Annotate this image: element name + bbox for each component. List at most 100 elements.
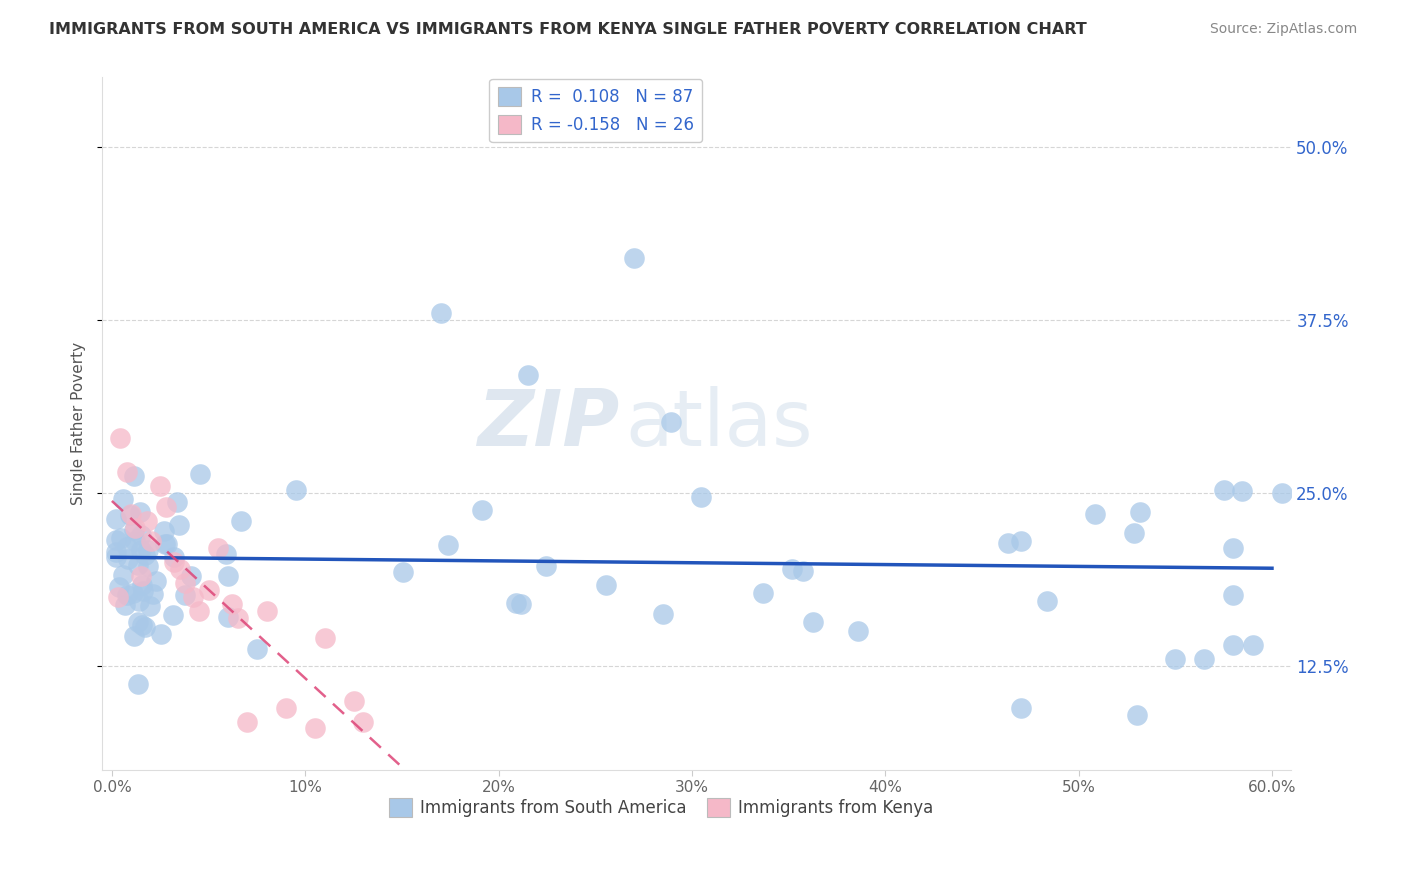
Point [352,714,374,729]
Legend: Immigrants from South America, Immigrants from Kenya: Immigrants from South America, Immigrant… [382,791,941,824]
Point [117,552,139,566]
Point [174,587,197,601]
Point [1036,594,1059,608]
Point [752,586,775,600]
Text: ZIP: ZIP [477,385,620,462]
Point [115,540,138,554]
Point [124,520,146,534]
Point [128,505,150,519]
Point [623,251,645,265]
Point [149,479,172,493]
Point [846,624,869,639]
Point [120,508,142,522]
Point [659,415,682,429]
Point [1271,486,1294,500]
Point [1129,505,1152,519]
Point [122,468,145,483]
Point [117,588,139,602]
Point [131,618,153,632]
Text: Source: ZipAtlas.com: Source: ZipAtlas.com [1209,22,1357,37]
Point [122,586,145,600]
Point [107,580,129,594]
Point [156,537,179,551]
Point [152,524,174,538]
Point [162,607,184,622]
Point [104,533,127,547]
Point [510,597,533,611]
Point [128,594,150,608]
Point [246,641,269,656]
Point [139,534,162,549]
Point [256,604,278,618]
Point [124,534,146,549]
Point [1164,652,1187,666]
Text: IMMIGRANTS FROM SOUTH AMERICA VS IMMIGRANTS FROM KENYA SINGLE FATHER POVERTY COR: IMMIGRANTS FROM SOUTH AMERICA VS IMMIGRA… [49,22,1087,37]
Point [1194,652,1216,666]
Point [792,564,814,578]
Point [595,577,617,591]
Point [110,532,132,546]
Point [134,620,156,634]
Point [129,543,152,558]
Point [207,541,229,556]
Point [505,596,527,610]
Text: atlas: atlas [626,385,813,462]
Point [1010,534,1032,549]
Point [1230,483,1253,498]
Point [1222,589,1244,603]
Point [129,527,152,541]
Point [155,500,177,514]
Point [1125,707,1147,722]
Point [163,555,186,569]
Point [188,467,211,482]
Point [231,514,253,528]
Point [166,494,188,508]
Point [120,507,142,521]
Point [167,518,190,533]
Point [181,590,204,604]
Point [107,590,129,604]
Point [104,549,127,564]
Point [1213,483,1236,497]
Point [1241,638,1264,652]
Point [174,576,197,591]
Point [163,549,186,564]
Point [274,700,297,714]
Point [108,431,131,445]
Point [304,722,326,736]
Point [285,483,308,497]
Point [215,547,238,561]
Point [122,629,145,643]
Point [112,567,135,582]
Point [127,615,149,629]
Point [226,610,249,624]
Point [129,569,152,583]
Point [392,565,415,579]
Point [169,562,191,576]
Point [127,558,149,573]
Point [342,694,364,708]
Point [135,514,157,528]
Point [801,615,824,630]
Point [124,523,146,537]
Point [132,583,155,598]
Point [136,559,159,574]
Point [1084,507,1107,521]
Point [429,306,451,320]
Point [997,536,1019,550]
Point [217,610,239,624]
Point [471,503,494,517]
Point [134,548,156,562]
Point [314,632,336,646]
Point [104,511,127,525]
Point [149,627,172,641]
Point [111,492,134,507]
Point [180,568,202,582]
Point [139,599,162,613]
Y-axis label: Single Father Poverty: Single Father Poverty [72,343,86,505]
Point [142,587,165,601]
Point [104,545,127,559]
Point [114,598,136,612]
Point [236,714,259,729]
Point [652,607,675,621]
